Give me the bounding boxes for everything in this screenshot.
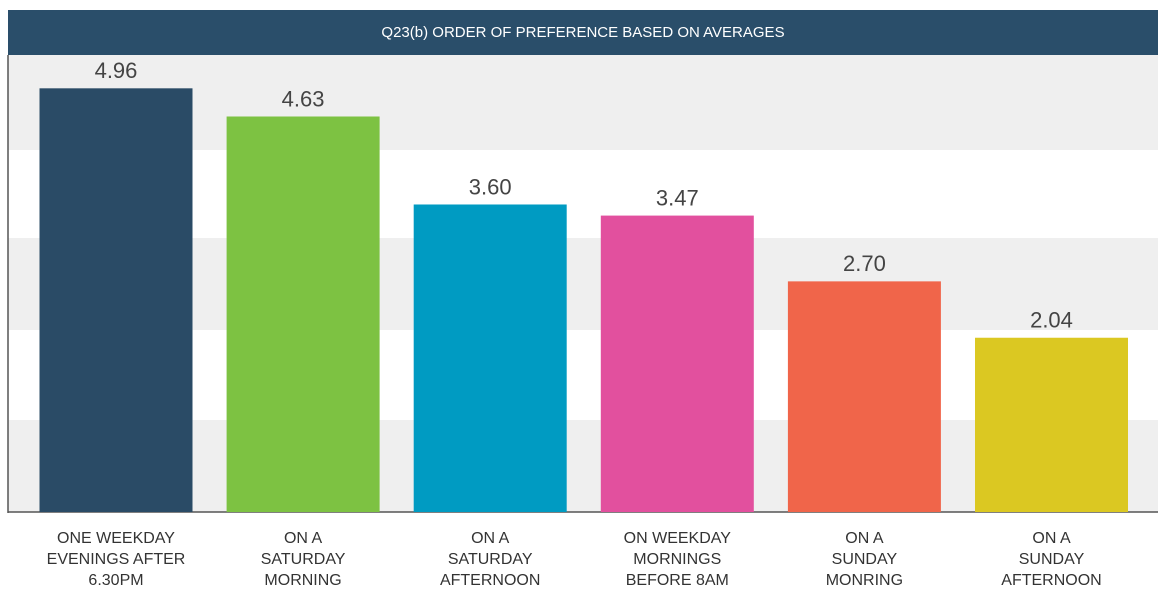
bar — [975, 337, 1128, 512]
value-label: 3.60 — [469, 174, 512, 199]
x-tick-label: ON A SATURDAY MORNING — [260, 530, 346, 589]
bar — [600, 215, 754, 513]
band — [8, 420, 1158, 512]
bar — [413, 204, 567, 513]
chart-title: Q23(b) ORDER OF PREFERENCE BASED ON AVER… — [381, 24, 784, 41]
bar — [787, 281, 941, 512]
x-tick-label: ON A SATURDAY AFTERNOON — [439, 530, 541, 589]
value-label: 2.04 — [1030, 308, 1073, 333]
title-banner — [8, 10, 1158, 55]
x-tick-label: ON A SUNDAY AFTERNOON — [1001, 530, 1102, 589]
bar — [226, 116, 380, 512]
value-label: 2.70 — [843, 251, 886, 276]
band — [8, 238, 1158, 330]
x-tick-label: ONE WEEKDAY EVENINGS AFTER 6.30PM — [46, 530, 186, 589]
value-label: 4.63 — [282, 86, 325, 111]
value-label: 4.96 — [95, 58, 138, 83]
band — [8, 55, 1158, 150]
x-tick-label: ON WEEKDAY MORNINGS BEFORE 8AM — [623, 530, 731, 589]
x-tick-label: ON A SUNDAY MONRING — [825, 530, 904, 589]
value-label: 3.47 — [656, 185, 699, 210]
bar — [39, 88, 193, 512]
